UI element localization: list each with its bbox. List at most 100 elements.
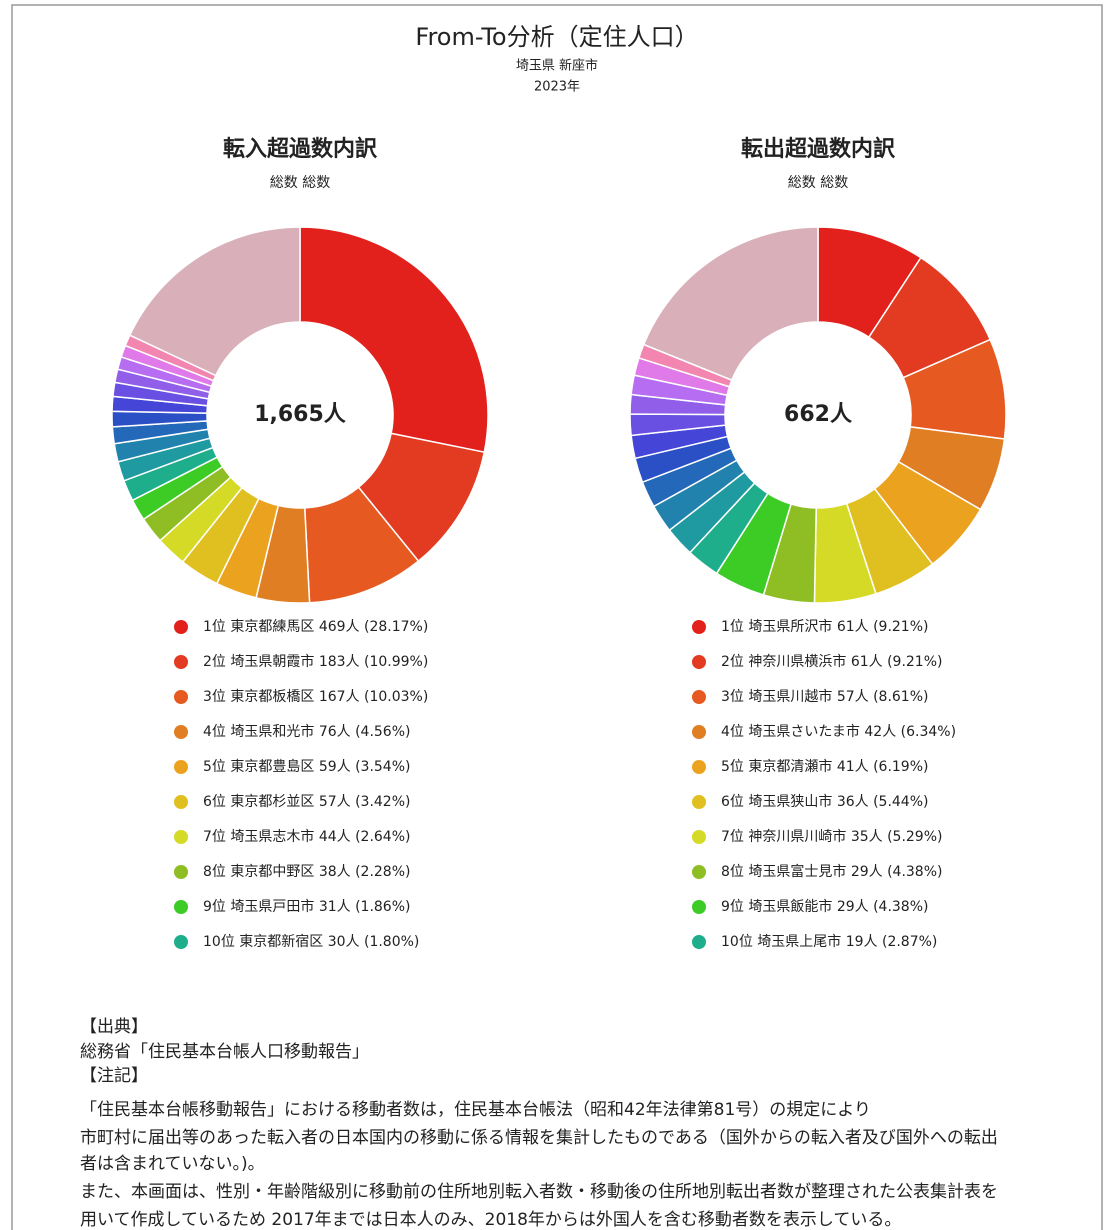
legend-category: 7位 埼玉県志木市 bbox=[203, 828, 314, 845]
legend-value: 469人 (28.17%) bbox=[319, 619, 428, 635]
legend-value: 61人 (9.21%) bbox=[837, 619, 929, 635]
legend-marker bbox=[174, 795, 188, 809]
chart-title: 転出超過数内訳 bbox=[741, 136, 896, 162]
legend-label: 6位 埼玉県狭山市 36人 (5.44%) bbox=[721, 793, 928, 810]
legend-marker bbox=[692, 690, 706, 704]
legend-value: 41人 (6.19%) bbox=[837, 759, 929, 775]
legend-label: 3位 東京都板橋区 167人 (10.03%) bbox=[203, 689, 428, 705]
legend-category: 3位 東京都板橋区 bbox=[203, 689, 314, 705]
legend-value: 167人 (10.03%) bbox=[319, 689, 428, 705]
legend-marker bbox=[174, 725, 188, 739]
note-line: 者は含まれていない。)。 bbox=[80, 1154, 265, 1174]
legend-value: 19人 (2.87%) bbox=[846, 934, 938, 950]
legend-category: 3位 埼玉県川越市 bbox=[721, 688, 832, 705]
center-label: 1,665人 bbox=[254, 402, 346, 427]
pie-slice bbox=[642, 226, 819, 382]
note-line: 「住民基本台帳移動報告」における移動者数は，住民基本台帳法（昭和42年法律第81… bbox=[80, 1100, 871, 1120]
legend-marker bbox=[692, 935, 706, 949]
legend-label: 1位 東京都練馬区 469人 (28.17%) bbox=[203, 619, 428, 635]
legend-marker bbox=[692, 830, 706, 844]
legend-value: 61人 (9.21%) bbox=[851, 654, 943, 670]
legend-marker bbox=[174, 690, 188, 704]
legend-label: 8位 埼玉県富士見市 29人 (4.38%) bbox=[721, 863, 942, 880]
legend-label: 5位 東京都清瀬市 41人 (6.19%) bbox=[721, 758, 928, 775]
legend-marker bbox=[692, 620, 706, 634]
legend-value: 76人 (4.56%) bbox=[319, 724, 411, 740]
legend-value: 36人 (5.44%) bbox=[837, 794, 929, 810]
note-line: 【出典】 bbox=[80, 1017, 148, 1037]
legend-marker bbox=[692, 725, 706, 739]
legend-marker bbox=[174, 900, 188, 914]
legend-category: 10位 東京都新宿区 bbox=[203, 933, 323, 950]
legend-marker bbox=[174, 760, 188, 774]
legend-category: 1位 埼玉県所沢市 bbox=[721, 618, 832, 635]
pie-slice bbox=[299, 226, 489, 454]
note-line: 市町村に届出等のあった転入者の日本国内の移動に係る情報を集計したものである（国外… bbox=[80, 1128, 998, 1148]
legend-label: 4位 埼玉県さいたま市 42人 (6.34%) bbox=[721, 723, 956, 740]
legend-label: 1位 埼玉県所沢市 61人 (9.21%) bbox=[721, 618, 928, 635]
legend-label: 7位 神奈川県川崎市 35人 (5.29%) bbox=[721, 828, 942, 845]
page-year: 2023年 bbox=[534, 80, 580, 95]
legend-category: 6位 埼玉県狭山市 bbox=[721, 793, 832, 810]
legend-label: 8位 東京都中野区 38人 (2.28%) bbox=[203, 864, 410, 880]
legend-marker bbox=[174, 830, 188, 844]
legend-value: 57人 (3.42%) bbox=[319, 794, 411, 810]
legend-category: 1位 東京都練馬区 bbox=[203, 619, 314, 635]
chart-title: 転入超過数内訳 bbox=[223, 136, 378, 162]
legend-value: 35人 (5.29%) bbox=[851, 829, 943, 845]
note-line: 用いて作成しているため 2017年までは日本人のみ、2018年からは外国人を含む… bbox=[80, 1210, 901, 1230]
legend-marker bbox=[692, 865, 706, 879]
legend-label: 2位 神奈川県横浜市 61人 (9.21%) bbox=[721, 653, 942, 670]
legend-label: 10位 埼玉県上尾市 19人 (2.87%) bbox=[721, 933, 937, 950]
legend-category: 10位 埼玉県上尾市 bbox=[721, 933, 841, 950]
legend-value: 57人 (8.61%) bbox=[837, 689, 929, 705]
pie-slice bbox=[128, 226, 301, 377]
legend-label: 7位 埼玉県志木市 44人 (2.64%) bbox=[203, 828, 410, 845]
legend-value: 30人 (1.80%) bbox=[328, 934, 420, 950]
legend-marker bbox=[692, 900, 706, 914]
legend-category: 5位 東京都豊島区 bbox=[203, 759, 314, 775]
legend-value: 59人 (3.54%) bbox=[319, 759, 411, 775]
page-subtitle: 埼玉県 新座市 bbox=[516, 58, 598, 74]
legend-category: 4位 埼玉県さいたま市 bbox=[721, 723, 860, 740]
center-label: 662人 bbox=[784, 402, 852, 427]
frame bbox=[11, 4, 1103, 1230]
legend-value: 183人 (10.99%) bbox=[319, 654, 428, 670]
legend-category: 5位 東京都清瀬市 bbox=[721, 758, 832, 775]
note-line: 総務省「住民基本台帳人口移動報告」 bbox=[80, 1042, 369, 1062]
legend-category: 9位 埼玉県飯能市 bbox=[721, 898, 832, 915]
note-line: 【注記】 bbox=[80, 1066, 148, 1086]
legend-category: 7位 神奈川県川崎市 bbox=[721, 828, 846, 845]
legend-label: 6位 東京都杉並区 57人 (3.42%) bbox=[203, 794, 410, 810]
legend-marker bbox=[174, 655, 188, 669]
legend-marker bbox=[692, 760, 706, 774]
legend-category: 9位 埼玉県戸田市 bbox=[203, 898, 314, 915]
legend-label: 9位 埼玉県戸田市 31人 (1.86%) bbox=[203, 898, 410, 915]
legend-marker bbox=[174, 935, 188, 949]
legend-marker bbox=[174, 865, 188, 879]
legend-label: 5位 東京都豊島区 59人 (3.54%) bbox=[203, 759, 410, 775]
legend-category: 4位 埼玉県和光市 bbox=[203, 723, 314, 740]
legend-marker bbox=[692, 655, 706, 669]
legend-value: 42人 (6.34%) bbox=[864, 724, 956, 740]
legend-value: 29人 (4.38%) bbox=[851, 864, 943, 880]
legend-value: 31人 (1.86%) bbox=[319, 899, 411, 915]
legend-label: 9位 埼玉県飯能市 29人 (4.38%) bbox=[721, 898, 928, 915]
legend-category: 8位 埼玉県富士見市 bbox=[721, 863, 846, 880]
legend-marker bbox=[174, 620, 188, 634]
legend-value: 29人 (4.38%) bbox=[837, 899, 929, 915]
page-title: From-To分析（定住人口） bbox=[415, 23, 698, 51]
legend-marker bbox=[692, 795, 706, 809]
legend-category: 8位 東京都中野区 bbox=[203, 864, 314, 880]
legend-category: 2位 神奈川県横浜市 bbox=[721, 653, 846, 670]
chart-subtitle: 総数 総数 bbox=[270, 175, 330, 191]
legend-category: 2位 埼玉県朝霞市 bbox=[203, 653, 314, 670]
chart-subtitle: 総数 総数 bbox=[788, 175, 848, 191]
legend-label: 3位 埼玉県川越市 57人 (8.61%) bbox=[721, 688, 928, 705]
legend-value: 38人 (2.28%) bbox=[319, 864, 411, 880]
note-line: また、本画面は、性別・年齢階級別に移動前の住所地別転入者数・移動後の住所地別転出… bbox=[80, 1182, 998, 1202]
legend-value: 44人 (2.64%) bbox=[319, 829, 411, 845]
legend-label: 2位 埼玉県朝霞市 183人 (10.99%) bbox=[203, 653, 428, 670]
legend-label: 4位 埼玉県和光市 76人 (4.56%) bbox=[203, 723, 410, 740]
